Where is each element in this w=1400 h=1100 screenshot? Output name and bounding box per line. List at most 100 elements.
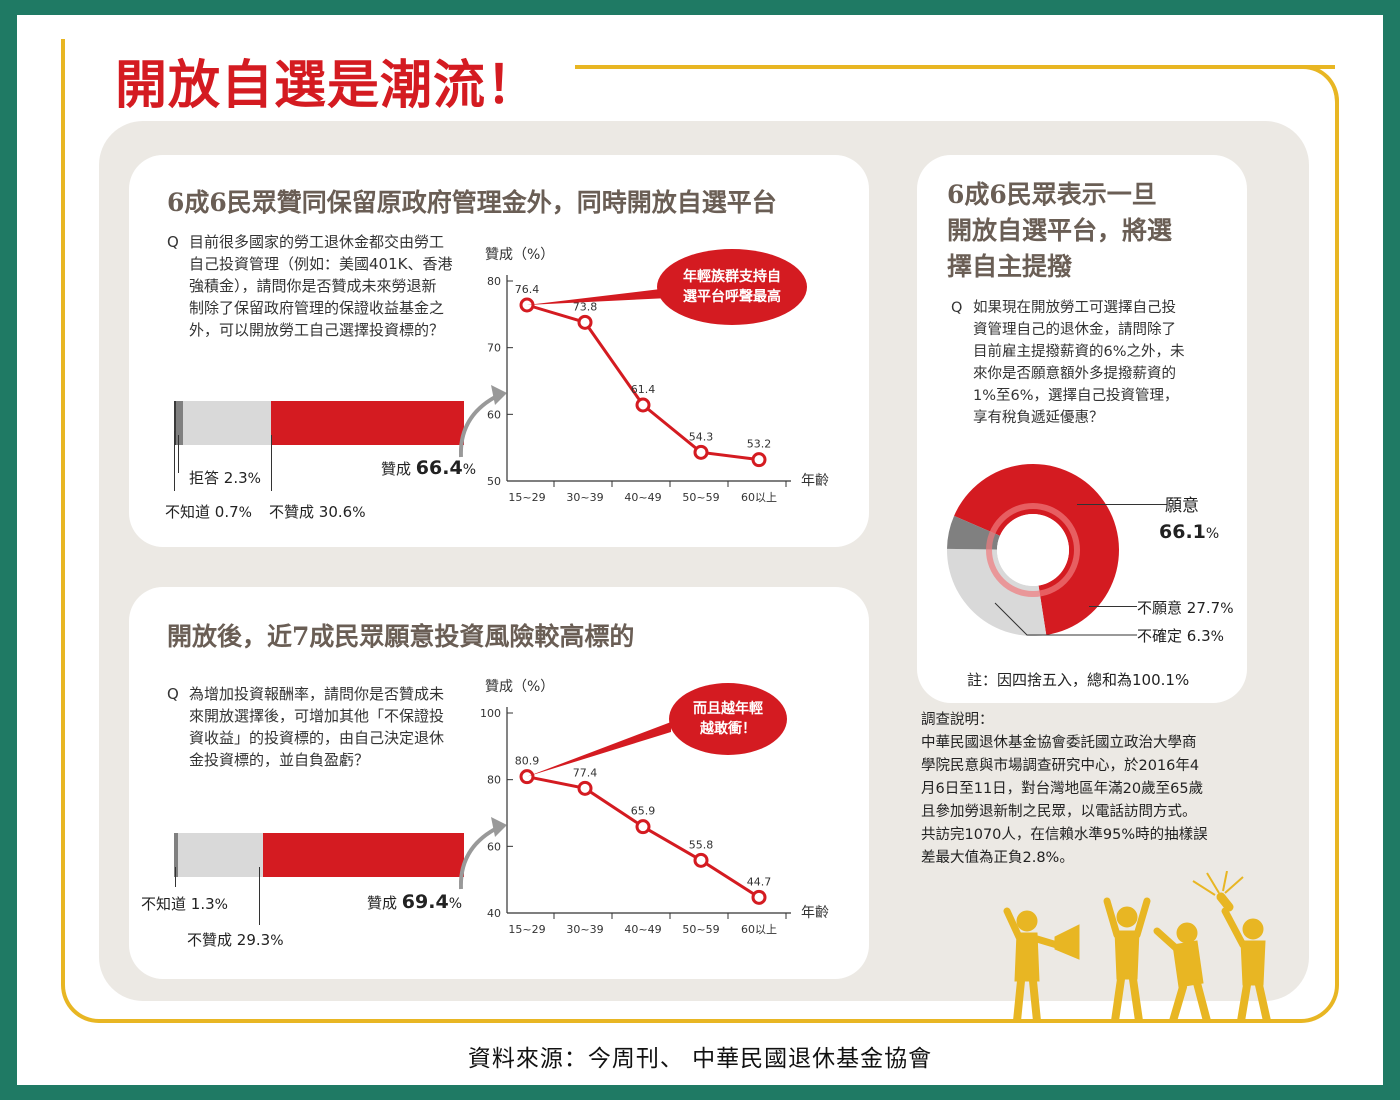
callout-tail xyxy=(527,722,671,777)
card-title: 6成6民眾贊同保留原政府管理金外，同時開放自選平台 xyxy=(167,188,777,217)
data-label: 76.4 xyxy=(515,283,540,296)
question-line: 強積金），請問你是否贊成未來勞退新 xyxy=(189,277,437,295)
page-title: 開放自選是潮流！ xyxy=(115,55,540,116)
x-tick-label: 60以上 xyxy=(741,923,777,936)
data-label: 53.2 xyxy=(747,438,772,451)
x-tick-label: 30~39 xyxy=(566,491,603,504)
question-marker: Q xyxy=(951,300,963,316)
data-label: 77.4 xyxy=(573,766,598,779)
label-refuse: 拒答 2.3% xyxy=(189,469,261,487)
label-willing: 願意 xyxy=(1165,496,1199,516)
question-line: 1%至6%，選擇自己投資管理， xyxy=(973,388,1179,404)
y-tick-label: 70 xyxy=(487,342,501,355)
question-line: 自己投資管理（例如：美國401K、香港 xyxy=(189,255,453,273)
donut-slice-unsure xyxy=(947,515,1000,550)
question-line: 為增加投資報酬率，請問你是否贊成未 xyxy=(189,685,445,703)
survey-line: 中華民國退休基金協會委託國立政治大學商 xyxy=(921,735,1197,751)
bar-segment-refuse xyxy=(176,401,183,445)
line-chart-age-risk: 贊成（%） 年齡 40 60 80 100 15~29 30~39 40~49 50~59 60以上… xyxy=(459,679,829,936)
survey-line: 月6日至11日，對台灣地區年滿20歲至65歲 xyxy=(921,781,1204,797)
x-tick-label: 30~39 xyxy=(566,923,603,936)
donut-chart xyxy=(947,464,1119,636)
question-line: 制除了保留政府管理的保證收益基金之 xyxy=(189,299,445,317)
label-agree: 贊成 66.4% xyxy=(381,457,476,479)
y-tick-label: 40 xyxy=(487,907,501,920)
arrow-head xyxy=(491,817,507,837)
card-self-contribution: 6成6民眾表示一旦 開放自選平台，將選 擇自主提撥 Q 如果現在開放勞工可選擇自己投… xyxy=(917,155,1247,703)
y-axis-label: 贊成（%） xyxy=(485,679,554,695)
footnote: 註：因四捨五入，總和為100.1% xyxy=(967,671,1190,689)
label-disagree: 不贊成 29.3% xyxy=(187,931,284,949)
data-point xyxy=(635,397,651,413)
question-line: 目前雇主提撥薪資的6%之外，未 xyxy=(973,344,1185,360)
data-label: 44.7 xyxy=(747,875,772,888)
data-label: 65.9 xyxy=(631,805,656,818)
leader-line xyxy=(178,435,179,473)
y-tick-label: 60 xyxy=(487,408,501,421)
bar-segment-agree xyxy=(271,401,464,445)
survey-line: 且參加勞退新制之民眾，以電話訪問方式。 xyxy=(921,804,1197,820)
y-tick-label: 100 xyxy=(480,707,501,720)
x-tick-label: 40~49 xyxy=(624,923,661,936)
data-point xyxy=(751,889,767,905)
card-title: 開放後，近7成民眾願意投資風險較高標的 xyxy=(167,622,635,651)
bar-segment-disagree xyxy=(182,401,272,445)
survey-line: 學院民意與市場調查研究中心，於2016年4 xyxy=(921,758,1200,774)
label-unsure: 不確定 6.3% xyxy=(1137,627,1224,645)
arrow-connector xyxy=(459,393,500,458)
label-disagree: 不贊成 30.6% xyxy=(269,503,366,521)
question-line: 資收益」的投資標的，由自己決定退休 xyxy=(189,729,445,747)
x-tick-label: 50~59 xyxy=(682,923,719,936)
data-label: 61.4 xyxy=(631,383,656,396)
data-point xyxy=(693,444,709,460)
y-axis-label: 贊成（%） xyxy=(485,247,554,263)
bar-segment-agree xyxy=(262,833,464,877)
label-unknown: 不知道 1.3% xyxy=(141,895,228,913)
question-line: 享有稅負遞延優惠？ xyxy=(973,410,1104,426)
card-agree-keep-and-open: 6成6民眾贊同保留原政府管理金外，同時開放自選平台 Q 目前很多國家的勞工退休金… xyxy=(129,155,869,547)
leader-line xyxy=(175,867,176,887)
question-line: 來你是否願意額外多提撥薪資的 xyxy=(973,366,1176,382)
label-unknown: 不知道 0.7% xyxy=(165,503,252,521)
question-marker: Q xyxy=(167,685,179,703)
donut-slice-willing xyxy=(954,464,1119,635)
bar-segment-unknown xyxy=(174,833,178,877)
question-text: Q 目前很多國家的勞工退休金都交由勞工 自己投資管理（例如：美國401K、香港 … xyxy=(167,231,453,341)
leader-line xyxy=(174,431,175,491)
infographic-page: 開放自選是潮流！ 6成6民眾贊同保留原政府管理金外，同時開放自選平台 Q 目前很… xyxy=(17,15,1383,1085)
data-label: 73.8 xyxy=(573,300,598,313)
question-text: Q 如果現在開放勞工可選擇自己投 資管理自己的退休金，請問除了 目前雇主提撥薪資… xyxy=(951,297,1185,429)
question-line: 來開放選擇後，可增加其他「不保證投 xyxy=(189,707,445,725)
x-tick-label: 15~29 xyxy=(508,491,545,504)
y-tick-label: 80 xyxy=(487,275,501,288)
survey-heading: 調查說明： xyxy=(921,712,994,728)
label-willing-value: 66.1% xyxy=(1159,521,1220,543)
question-line: 如果現在開放勞工可選擇自己投 xyxy=(973,300,1176,316)
question-line: 金投資標的，並自負盈虧？ xyxy=(189,751,370,769)
x-tick-label: 60以上 xyxy=(741,491,777,504)
y-tick-label: 60 xyxy=(487,840,501,853)
question-text: Q 為增加投資報酬率，請問你是否贊成未 來開放選擇後，可增加其他「不保證投 資收… xyxy=(167,683,445,771)
x-axis-label: 年齡 xyxy=(801,905,829,921)
question-line: 目前很多國家的勞工退休金都交由勞工 xyxy=(189,233,445,251)
donut-slice-unwilling xyxy=(947,548,1047,636)
frame-line xyxy=(575,65,1335,69)
question-marker: Q xyxy=(167,233,179,251)
card-accept-higher-risk: 開放後，近7成民眾願意投資風險較高標的 Q 為增加投資報酬率，請問你是否贊成未 … xyxy=(129,587,869,979)
leader-line xyxy=(271,435,272,491)
frame-line xyxy=(61,39,65,73)
line-chart-age-support: 贊成（%） 年齡 50 60 70 80 15~29 30~39 40~49 50~59 60以上 7… xyxy=(459,247,829,504)
data-label: 54.3 xyxy=(689,430,714,443)
x-tick-label: 40~49 xyxy=(624,491,661,504)
data-point xyxy=(693,852,709,868)
data-point xyxy=(635,819,651,835)
label-agree: 贊成 69.4% xyxy=(367,891,462,913)
data-label: 55.8 xyxy=(689,838,714,851)
card-title: 6成6民眾表示一旦 開放自選平台，將選 擇自主提撥 xyxy=(947,180,1173,281)
arrow-connector xyxy=(459,825,500,890)
donut-inner-ring xyxy=(986,503,1080,597)
label-unwilling: 不願意 27.7% xyxy=(1137,599,1234,617)
survey-line: 差最大值為正負2.8%。 xyxy=(921,850,1074,866)
series-line xyxy=(526,775,760,899)
data-label: 80.9 xyxy=(515,755,540,768)
